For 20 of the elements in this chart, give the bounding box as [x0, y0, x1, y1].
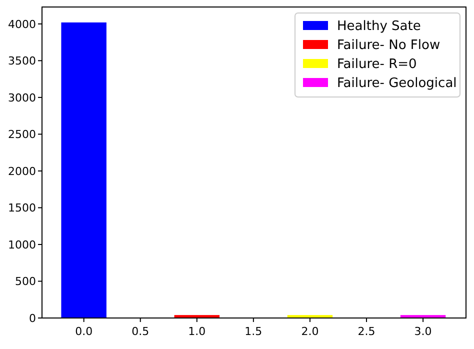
x-tick-label: 1.0 [188, 325, 206, 338]
x-tick-label: 2.5 [358, 325, 376, 338]
x-tick-label: 0.5 [132, 325, 150, 338]
y-tick-label: 4000 [8, 18, 36, 31]
y-tick-label: 2500 [8, 128, 36, 142]
y-tick-label: 0 [29, 312, 36, 325]
legend-label: Failure- R=0 [337, 57, 417, 72]
legend-label: Healthy Sate [337, 19, 421, 34]
y-tick-label: 3000 [8, 91, 36, 104]
x-tick-label: 0.0 [75, 325, 93, 338]
y-tick-label: 1000 [8, 238, 36, 252]
legend-label: Failure- Geological [337, 76, 457, 91]
y-tick-label: 2000 [8, 164, 36, 178]
x-tick-label: 2.0 [301, 325, 319, 338]
x-tick-label: 1.5 [244, 325, 262, 338]
y-tick-label: 1500 [8, 202, 36, 215]
x-tick-label: 3.0 [414, 325, 432, 338]
y-tick-label: 3500 [8, 54, 36, 68]
legend-label: Failure- No Flow [337, 38, 440, 53]
y-tick-label: 500 [15, 275, 36, 288]
